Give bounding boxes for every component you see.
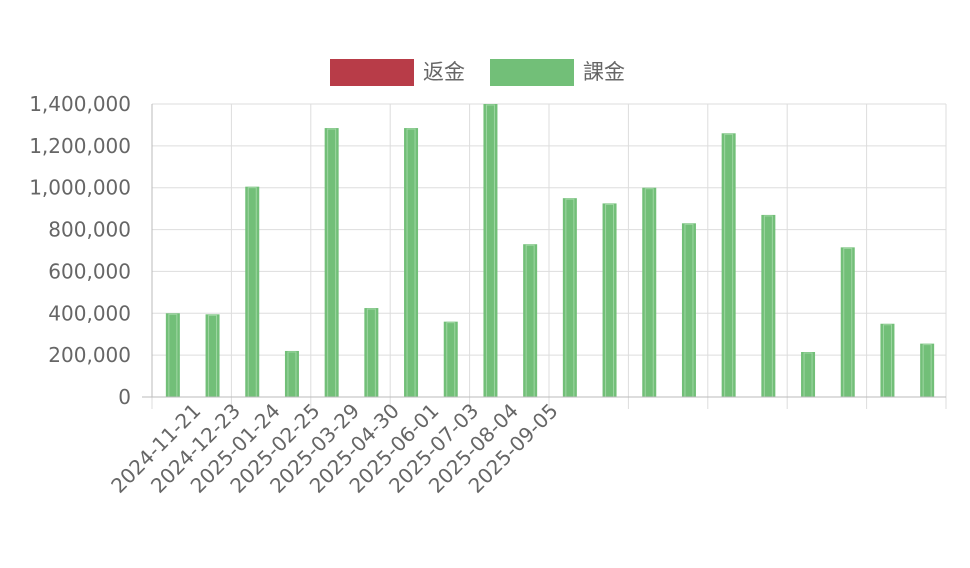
- bar-charge-fill: [840, 247, 855, 397]
- bar-charge-fill: [523, 244, 538, 397]
- bar-charge-fill: [443, 321, 458, 397]
- bar-charge: [404, 128, 419, 398]
- bar-charge: [284, 350, 299, 398]
- y-axis-ticks: 0 200,000 400,000 600,000 800,000 1,000,000 1,…: [29, 92, 131, 409]
- bar-charge-fill: [920, 343, 935, 397]
- bar-charge: [920, 343, 935, 398]
- y-tick-label: 1,000,000: [29, 176, 131, 200]
- axes: [142, 104, 946, 398]
- legend-label-charge: 課金: [583, 60, 625, 84]
- bar-charge-fill: [324, 128, 339, 397]
- bar-charge-fill: [602, 203, 617, 397]
- bar-charge: [364, 308, 379, 398]
- bar-charge: [880, 323, 895, 398]
- bar-charge: [721, 133, 736, 398]
- grid-lines: [151, 103, 947, 409]
- y-tick-label: 200,000: [48, 343, 131, 367]
- bar-charge-fill: [642, 187, 657, 397]
- bar-charge: [602, 203, 617, 398]
- bar-charge: [801, 352, 816, 398]
- bar-charge: [245, 186, 260, 398]
- bar-charge-fill: [880, 323, 895, 397]
- bar-charge: [165, 313, 180, 398]
- bar-charge: [562, 198, 577, 398]
- y-tick-label: 600,000: [48, 259, 131, 283]
- bar-charge: [205, 314, 220, 398]
- bar-charge: [642, 187, 657, 398]
- bar-charge: [681, 223, 696, 398]
- bar-charge-fill: [284, 350, 299, 397]
- bar-charge-fill: [245, 186, 260, 397]
- legend-item-charge[interactable]: 課金: [490, 56, 625, 88]
- y-tick-label: 0: [118, 385, 131, 409]
- bar-charge-fill: [165, 313, 180, 397]
- bar-charge: [523, 244, 538, 398]
- bar-charge: [761, 214, 776, 398]
- bar-charge-fill: [205, 314, 220, 397]
- y-tick-label: 400,000: [48, 301, 131, 325]
- x-axis-ticks: 2024-11-212024-12-232025-01-242025-02-25…: [106, 399, 562, 498]
- bar-charge-fill: [483, 104, 498, 397]
- bars: [165, 104, 935, 398]
- bar-charge-fill: [681, 223, 696, 397]
- bar-charge-fill: [364, 308, 379, 397]
- legend-item-refund[interactable]: 返金: [330, 56, 465, 88]
- bar-charge: [443, 321, 458, 398]
- legend-swatch-refund: [330, 58, 414, 86]
- bar-charge-fill: [404, 128, 419, 397]
- legend-label-refund: 返金: [423, 60, 465, 84]
- bar-charge-fill: [801, 352, 816, 397]
- bar-charge: [840, 247, 855, 398]
- bar-charge: [324, 128, 339, 398]
- bar-charge: [483, 104, 498, 398]
- y-tick-label: 1,400,000: [29, 92, 131, 116]
- y-tick-label: 800,000: [48, 218, 131, 242]
- bar-charge-fill: [721, 133, 736, 398]
- legend-swatch-charge: [490, 58, 574, 86]
- bar-charge-fill: [562, 198, 577, 397]
- bar-charge-fill: [761, 214, 776, 397]
- y-tick-label: 1,200,000: [29, 134, 131, 158]
